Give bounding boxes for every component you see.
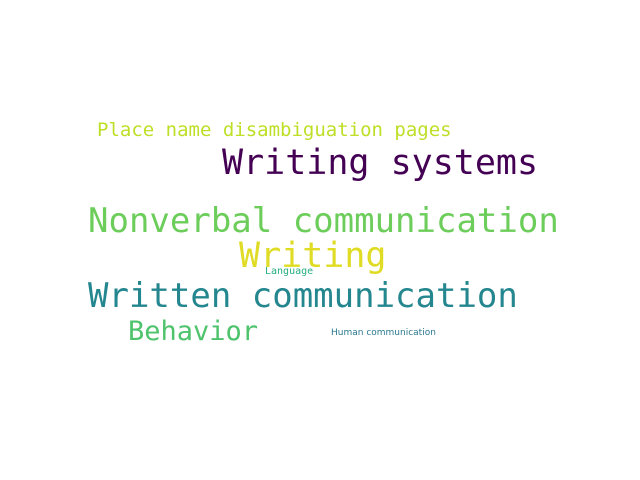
word-nonverbal-communication: Nonverbal communication — [88, 201, 559, 241]
word-language: Language — [265, 266, 314, 277]
word-place-name-disambiguation-pages: Place name disambiguation pages — [97, 119, 452, 141]
word-written-communication: Written communication — [88, 276, 518, 316]
word-human-communication: Human communication — [331, 328, 436, 338]
word-writing-systems: Writing systems — [222, 143, 539, 183]
word-writing: Writing — [239, 236, 387, 276]
word-behavior: Behavior — [128, 316, 259, 347]
